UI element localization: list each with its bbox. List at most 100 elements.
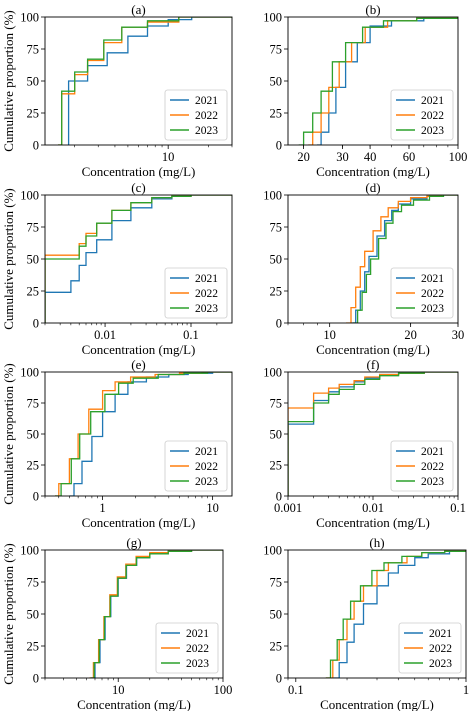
x-tick-label: 10 [162,150,175,164]
y-tick-label: 50 [270,428,283,442]
y-tick-label: 75 [270,43,283,57]
legend: 2021 2022 2023 [390,89,454,141]
y-tick-label: 100 [20,189,39,203]
series-line-2021 [332,550,466,678]
legend: 2021 2022 2023 [155,622,219,674]
legend-label: 2023 [186,658,209,670]
y-tick-label: 25 [270,285,283,299]
y-tick-label: 25 [27,459,40,473]
legend-label: 2022 [195,110,218,122]
legend: 2021 2022 2023 [398,622,462,674]
legend-label: 2021 [195,95,218,107]
series-line-2021 [67,17,232,145]
series-line-2023 [58,17,232,145]
y-tick-label: 100 [263,11,282,25]
legend-label: 2023 [421,303,444,315]
y-axis-label: Cumulative proportion (%) [1,543,16,685]
chart-panel-g: (g) 0 25 50 75 100 10 100 Concentration (mg/L) Cu… [1,535,232,712]
chart-panel-f: (f) 0 25 50 75 100 0.001 0.01 0.1 Concentration (… [263,357,466,530]
series-line-2021 [351,195,458,323]
x-axis-label: Concentration (mg/L) [82,164,196,179]
x-axis-label: Concentration (mg/L) [320,697,434,711]
y-tick-label: 0 [276,139,282,153]
legend-label: 2021 [429,628,452,640]
x-axis-label: Concentration (mg/L) [82,342,196,357]
y-tick-label: 0 [33,490,39,504]
x-axis-label: Concentration (mg/L) [316,164,430,179]
series-line-2023 [55,372,232,496]
y-tick-label: 75 [27,576,40,590]
legend-label: 2023 [421,125,444,137]
y-tick-label: 50 [270,253,283,267]
y-tick-label: 0 [276,317,282,331]
y-tick-label: 50 [270,608,283,622]
legend-label: 2021 [421,95,444,107]
y-tick-label: 0 [33,672,39,686]
y-tick-label: 100 [20,11,39,25]
x-tick-label: 20 [404,328,417,342]
legend-frame [164,267,228,319]
legend-label: 2022 [421,110,444,122]
legend-label: 2023 [195,476,218,488]
legend-label: 2021 [421,273,444,285]
x-tick-label: 100 [449,150,468,164]
y-tick-label: 50 [27,608,40,622]
x-tick-label: 60 [403,150,416,164]
y-tick-label: 25 [270,459,283,473]
x-axis-label: Concentration (mg/L) [82,515,196,530]
y-tick-label: 50 [27,75,40,89]
y-tick-label: 100 [263,366,282,380]
series-line-2023 [288,372,458,496]
legend: 2021 2022 2023 [164,89,228,141]
legend-label: 2021 [195,446,218,458]
y-tick-label: 75 [270,221,283,235]
y-tick-label: 100 [20,544,39,558]
y-tick-label: 0 [33,317,39,331]
chart-panel-e: (e) 0 25 50 75 100 1 10 Concentration (mg/L) Cumu… [1,357,233,530]
legend-label: 2022 [421,288,444,300]
legend: 2021 2022 2023 [164,267,228,319]
y-tick-label: 75 [270,397,283,411]
legend-frame [390,267,454,319]
legend: 2021 2022 2023 [164,440,228,492]
x-tick-label: 0.001 [274,501,302,515]
x-axis-label: Concentration (mg/L) [316,515,430,530]
series-line-2023 [352,195,458,323]
y-tick-label: 25 [270,640,283,654]
y-tick-label: 75 [27,221,40,235]
x-tick-label: 30 [452,328,465,342]
series-line-2022 [346,195,458,323]
y-tick-label: 25 [270,107,283,121]
y-axis-label: Cumulative proportion (%) [1,363,16,505]
x-tick-label: 0.1 [183,328,199,342]
legend-label: 2023 [429,658,452,670]
y-tick-label: 50 [27,428,40,442]
y-tick-label: 75 [270,576,283,590]
y-tick-label: 0 [276,672,282,686]
legend: 2021 2022 2023 [390,267,454,319]
x-tick-label: 10 [206,501,219,515]
legend-frame [155,622,219,674]
x-axis-label: Concentration (mg/L) [316,342,430,357]
legend-label: 2022 [186,643,209,655]
chart-panel-d: (d) 0 25 50 75 100 10 20 30 Concentration (mg/L) 2… [263,180,464,357]
legend-label: 2022 [429,643,452,655]
y-tick-label: 25 [27,285,40,299]
y-tick-label: 50 [27,253,40,267]
x-tick-label: 0.01 [362,501,384,515]
legend-label: 2023 [421,476,444,488]
legend-label: 2023 [195,125,218,137]
legend-label: 2022 [195,288,218,300]
legend-label: 2022 [195,461,218,473]
panel-title: (e) [131,357,145,372]
x-tick-label: 40 [364,150,377,164]
x-tick-label: 1 [463,683,469,697]
y-tick-label: 100 [263,189,282,203]
panel-title: (f) [367,357,380,372]
panel-title: (d) [365,180,380,195]
y-tick-label: 100 [20,366,39,380]
y-tick-label: 0 [33,139,39,153]
